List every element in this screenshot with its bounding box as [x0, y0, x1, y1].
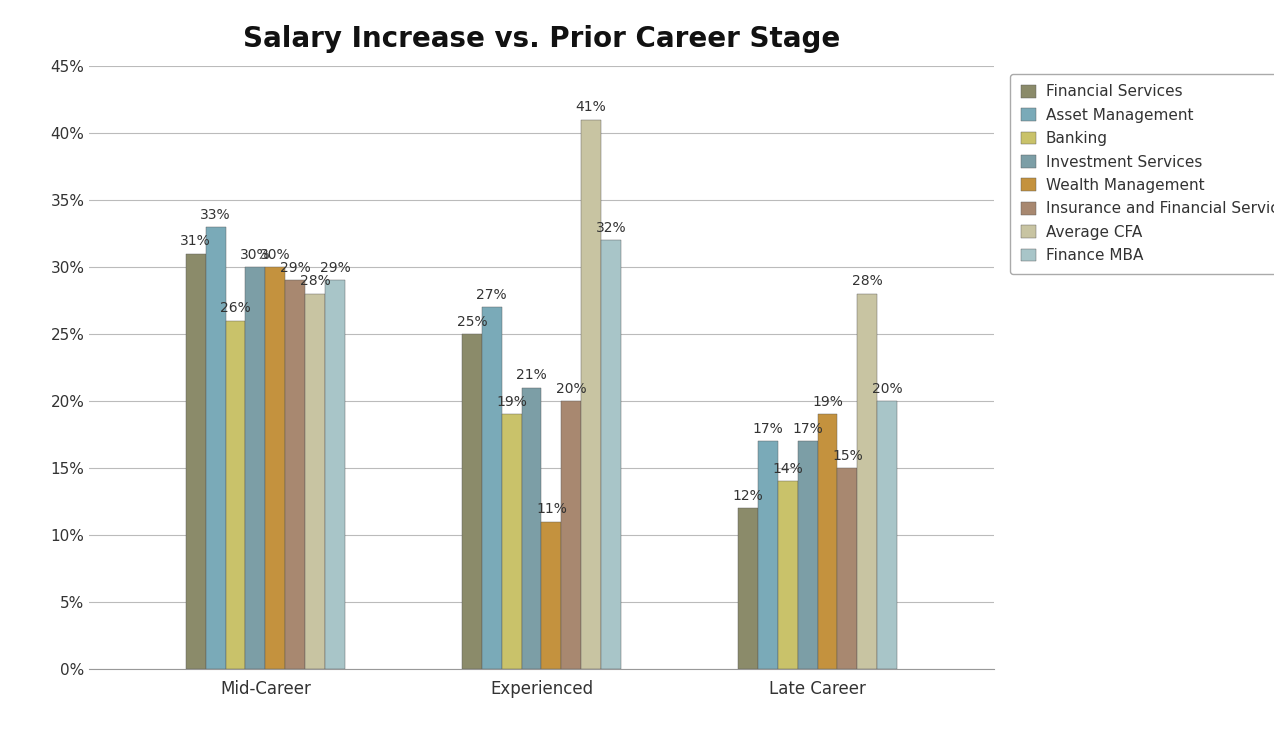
- Bar: [878, 401, 897, 669]
- Text: 28%: 28%: [852, 274, 883, 288]
- Text: 11%: 11%: [536, 502, 567, 516]
- Text: 20%: 20%: [871, 381, 902, 395]
- Text: 17%: 17%: [753, 422, 784, 436]
- Text: 29%: 29%: [320, 261, 350, 275]
- Text: 15%: 15%: [832, 448, 862, 462]
- Text: 29%: 29%: [280, 261, 311, 275]
- Bar: [818, 415, 837, 669]
- Text: 26%: 26%: [220, 301, 251, 315]
- Text: 30%: 30%: [260, 248, 290, 262]
- Title: Salary Increase vs. Prior Career Stage: Salary Increase vs. Prior Career Stage: [243, 25, 840, 53]
- Text: 19%: 19%: [812, 395, 843, 409]
- Text: 12%: 12%: [733, 489, 763, 503]
- Text: 19%: 19%: [496, 395, 527, 409]
- Bar: [857, 294, 878, 669]
- Text: 20%: 20%: [555, 381, 586, 395]
- Bar: [462, 334, 482, 669]
- Text: 17%: 17%: [792, 422, 823, 436]
- Text: 28%: 28%: [299, 274, 330, 288]
- Bar: [738, 508, 758, 669]
- Bar: [837, 468, 857, 669]
- Bar: [581, 120, 601, 669]
- Text: 33%: 33%: [200, 207, 231, 221]
- Bar: [502, 415, 521, 669]
- Text: 25%: 25%: [456, 315, 487, 329]
- Text: 14%: 14%: [772, 462, 803, 476]
- Bar: [798, 441, 818, 669]
- Bar: [758, 441, 778, 669]
- Text: 27%: 27%: [476, 288, 507, 302]
- Legend: Financial Services, Asset Management, Banking, Investment Services, Wealth Manag: Financial Services, Asset Management, Ba…: [1010, 74, 1274, 274]
- Text: 30%: 30%: [240, 248, 270, 262]
- Bar: [186, 254, 205, 669]
- Bar: [285, 281, 304, 669]
- Bar: [225, 320, 246, 669]
- Bar: [265, 267, 285, 669]
- Bar: [205, 227, 225, 669]
- Bar: [325, 281, 345, 669]
- Bar: [304, 294, 325, 669]
- Bar: [562, 401, 581, 669]
- Text: 21%: 21%: [516, 368, 547, 382]
- Bar: [482, 307, 502, 669]
- Text: 31%: 31%: [181, 234, 211, 248]
- Bar: [778, 481, 798, 669]
- Bar: [521, 387, 541, 669]
- Text: 32%: 32%: [596, 221, 627, 235]
- Bar: [601, 240, 620, 669]
- Bar: [541, 522, 562, 669]
- Text: 41%: 41%: [576, 101, 606, 115]
- Bar: [246, 267, 265, 669]
